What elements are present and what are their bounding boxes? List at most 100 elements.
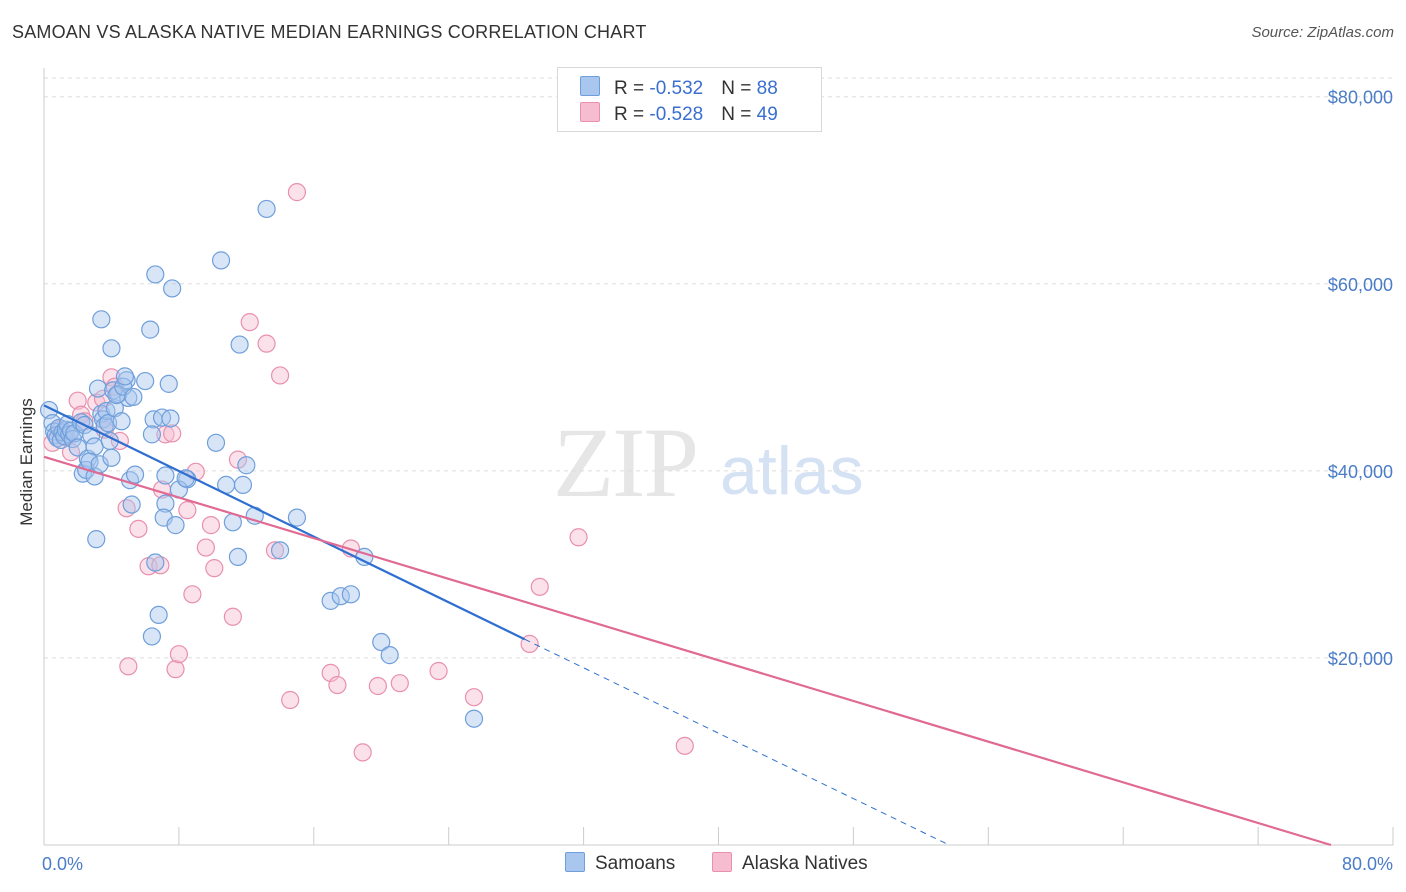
legend-item-samoans[interactable]: Samoans [565, 852, 675, 875]
alaska-point [281, 690, 300, 710]
samoan-legend-swatch [565, 852, 585, 872]
alaska-point [287, 183, 307, 202]
y-tick-label: $60,000 [1328, 275, 1393, 295]
legend-r-value: -0.528 [649, 104, 704, 125]
alaska-point [163, 424, 182, 443]
alaska-point [196, 538, 215, 557]
samoan-point [119, 388, 138, 407]
legend-item-alaska[interactable]: Alaska Natives [712, 852, 868, 875]
samoan-point [287, 508, 307, 527]
alaska-legend-swatch [712, 852, 732, 872]
y-tick-label: $40,000 [1328, 462, 1393, 482]
tick-labels: $20,000 $40,000 $60,000 $80,000 0.0% 80.0% [42, 88, 1393, 874]
samoan-point [112, 412, 131, 431]
series-legend: Samoans Alaska Natives [0, 852, 1406, 878]
samoan-point [206, 433, 226, 452]
samoan-point [159, 374, 178, 393]
samoan-point [149, 605, 168, 625]
samoan-point [372, 632, 391, 652]
samoan-point [270, 541, 290, 560]
alaska-point [119, 657, 138, 676]
legend-r-value: -0.532 [649, 78, 704, 99]
x-tick-label: 80.0% [1342, 854, 1393, 874]
samoan-point [146, 265, 165, 284]
stats-legend: R = -0.532 N = 88 R = -0.528 N = 49 [557, 67, 822, 132]
alaska-point [675, 736, 694, 755]
samoan-point [257, 199, 276, 219]
samoan-point [166, 516, 185, 535]
legend-row-alaska: R = -0.528 N = 49 [580, 102, 778, 126]
alaska-point [368, 676, 387, 696]
y-tick-label: $80,000 [1328, 88, 1393, 108]
samoan-point [211, 251, 231, 270]
x-tick-label: 0.0% [42, 854, 83, 874]
alaska-point [328, 675, 347, 695]
samoan-point [141, 320, 160, 339]
chart-title: SAMOAN VS ALASKA NATIVE MEDIAN EARNINGS … [12, 22, 647, 42]
samoan-point [122, 495, 141, 514]
samoan-point [237, 456, 256, 475]
samoan-point [124, 387, 143, 407]
samoan-point [228, 547, 248, 567]
legend-r-label: R = [614, 104, 650, 125]
y-axis-label: Median Earnings [17, 398, 36, 526]
samoan-point [142, 425, 162, 444]
samoan-point [98, 414, 118, 433]
chart-source: Source: ZipAtlas.com [1251, 24, 1394, 41]
alaska-point [569, 528, 588, 547]
trend-lines [43, 404, 1332, 847]
samoan-point [464, 709, 484, 728]
alaska-point [166, 660, 185, 679]
samoan-point [163, 279, 182, 298]
samoan-points [39, 199, 484, 728]
samoan-point [115, 367, 135, 386]
alaska-point [240, 313, 259, 332]
alaska-point [353, 743, 372, 762]
legend-n-label: N = [721, 104, 757, 125]
alaska-point [102, 368, 121, 387]
alaska-trend-line [43, 455, 1332, 847]
legend-r-label: R = [614, 78, 650, 99]
alaska-point [183, 585, 202, 604]
alaska-swatch [580, 102, 600, 122]
alaska-point [223, 607, 242, 626]
legend-alaska-label: Alaska Natives [742, 853, 868, 874]
samoan-point [321, 591, 340, 610]
alaska-point [151, 556, 170, 575]
samoan-point [146, 553, 165, 572]
samoan-point [156, 494, 175, 513]
samoan-trend-extension [524, 638, 950, 846]
legend-n-value: 49 [756, 104, 778, 125]
samoan-swatch [580, 76, 600, 96]
alaska-point [429, 661, 448, 681]
samoan-point [230, 335, 249, 354]
alaska-point [257, 334, 276, 353]
samoan-point [380, 646, 399, 665]
samoan-point [161, 409, 180, 428]
samoan-point [233, 475, 253, 494]
samoan-point [341, 585, 360, 604]
legend-n-label: N = [721, 78, 757, 99]
alaska-point [390, 674, 409, 693]
legend-samoans-label: Samoans [595, 853, 676, 874]
watermark-zip: ZIP [553, 407, 699, 518]
alaska-point [265, 541, 285, 560]
axes [43, 68, 1394, 846]
alaska-point [178, 501, 197, 520]
samoan-point [142, 627, 162, 646]
samoan-point [102, 448, 121, 467]
samoan-point [136, 371, 155, 391]
samoan-point [87, 530, 106, 549]
alaska-point [68, 391, 87, 410]
alaska-point [270, 366, 290, 385]
legend-n-value: 88 [756, 78, 778, 99]
alaska-point [464, 688, 484, 707]
samoan-point [88, 379, 108, 398]
alaska-point [201, 516, 221, 535]
samoan-point [92, 310, 111, 329]
alaska-point [169, 645, 188, 664]
alaska-point [129, 519, 148, 538]
legend-row-samoans: R = -0.532 N = 88 [580, 76, 778, 100]
samoan-trend-line [43, 404, 526, 641]
alaska-point [530, 577, 549, 596]
